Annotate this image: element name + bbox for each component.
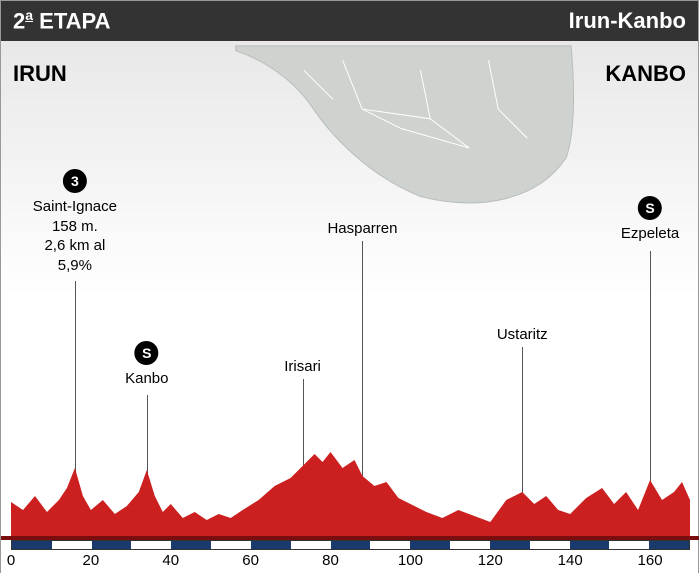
category-badge: S xyxy=(135,341,159,365)
axis-tick-label: 60 xyxy=(242,552,259,569)
distance-axis: 0 20 40 60 80 100 120 140 160 xyxy=(1,540,699,574)
stage-num-value: 2 xyxy=(13,9,25,34)
axis-segment xyxy=(52,541,92,549)
callout: Irisari xyxy=(284,357,321,377)
stage-num-suffix: a xyxy=(25,7,33,23)
stage-profile-container: 2a ETAPA Irun-Kanbo IRUN KANBO 3Saint-Ig… xyxy=(0,0,699,573)
stage-header: 2a ETAPA Irun-Kanbo xyxy=(1,1,698,41)
axis-segment xyxy=(211,541,251,549)
axis-segment xyxy=(331,541,371,549)
axis-tick-label: 0 xyxy=(7,552,15,569)
axis-tick-label: 160 xyxy=(638,552,663,569)
axis-segment xyxy=(291,541,331,549)
axis-segment xyxy=(370,541,410,549)
callout-label: 5,9% xyxy=(58,256,92,276)
callout-label: Kanbo xyxy=(125,369,168,389)
axis-segment xyxy=(570,541,610,549)
callout: Ustaritz xyxy=(497,325,548,345)
axis-labels: 0 20 40 60 80 100 120 140 160 xyxy=(1,552,699,574)
callout-label: 158 m. xyxy=(52,217,98,237)
axis-segment xyxy=(131,541,171,549)
axis-segment xyxy=(251,541,291,549)
callout-label: 2,6 km al xyxy=(44,236,105,256)
stage-body: IRUN KANBO 3Saint-Ignace158 m.2,6 km al5… xyxy=(1,41,698,574)
axis-segment xyxy=(410,541,450,549)
callout: S Ezpeleta xyxy=(621,196,679,244)
callout-label: Saint-Ignace xyxy=(33,197,117,217)
elevation-profile xyxy=(1,420,699,540)
callout: Hasparren xyxy=(327,219,397,239)
stage-word: ETAPA xyxy=(39,9,110,34)
category-badge: 3 xyxy=(63,169,87,193)
callout: 3 Saint-Ignace158 m.2,6 km al5,9% xyxy=(33,169,117,275)
axis-tick-label: 80 xyxy=(322,552,339,569)
stage-number: 2a ETAPA xyxy=(13,7,110,34)
callout: S Kanbo xyxy=(125,341,168,389)
axis-segment xyxy=(171,541,211,549)
axis-segment xyxy=(92,541,132,549)
axis-tick-label: 40 xyxy=(162,552,179,569)
axis-segment xyxy=(12,541,52,549)
callout-label: Ustaritz xyxy=(497,325,548,345)
axis-segment xyxy=(490,541,530,549)
callout-label: Irisari xyxy=(284,357,321,377)
axis-segment xyxy=(649,541,689,549)
axis-tick-label: 120 xyxy=(478,552,503,569)
axis-bar xyxy=(11,540,690,550)
stage-route: Irun-Kanbo xyxy=(569,8,686,34)
axis-tick-label: 100 xyxy=(398,552,423,569)
callout-label: Ezpeleta xyxy=(621,224,679,244)
category-badge: S xyxy=(638,196,662,220)
callout-label: Hasparren xyxy=(327,219,397,239)
axis-segment xyxy=(609,541,649,549)
axis-tick-label: 20 xyxy=(83,552,100,569)
axis-tick-label: 140 xyxy=(558,552,583,569)
axis-segment xyxy=(530,541,570,549)
axis-segment xyxy=(450,541,490,549)
